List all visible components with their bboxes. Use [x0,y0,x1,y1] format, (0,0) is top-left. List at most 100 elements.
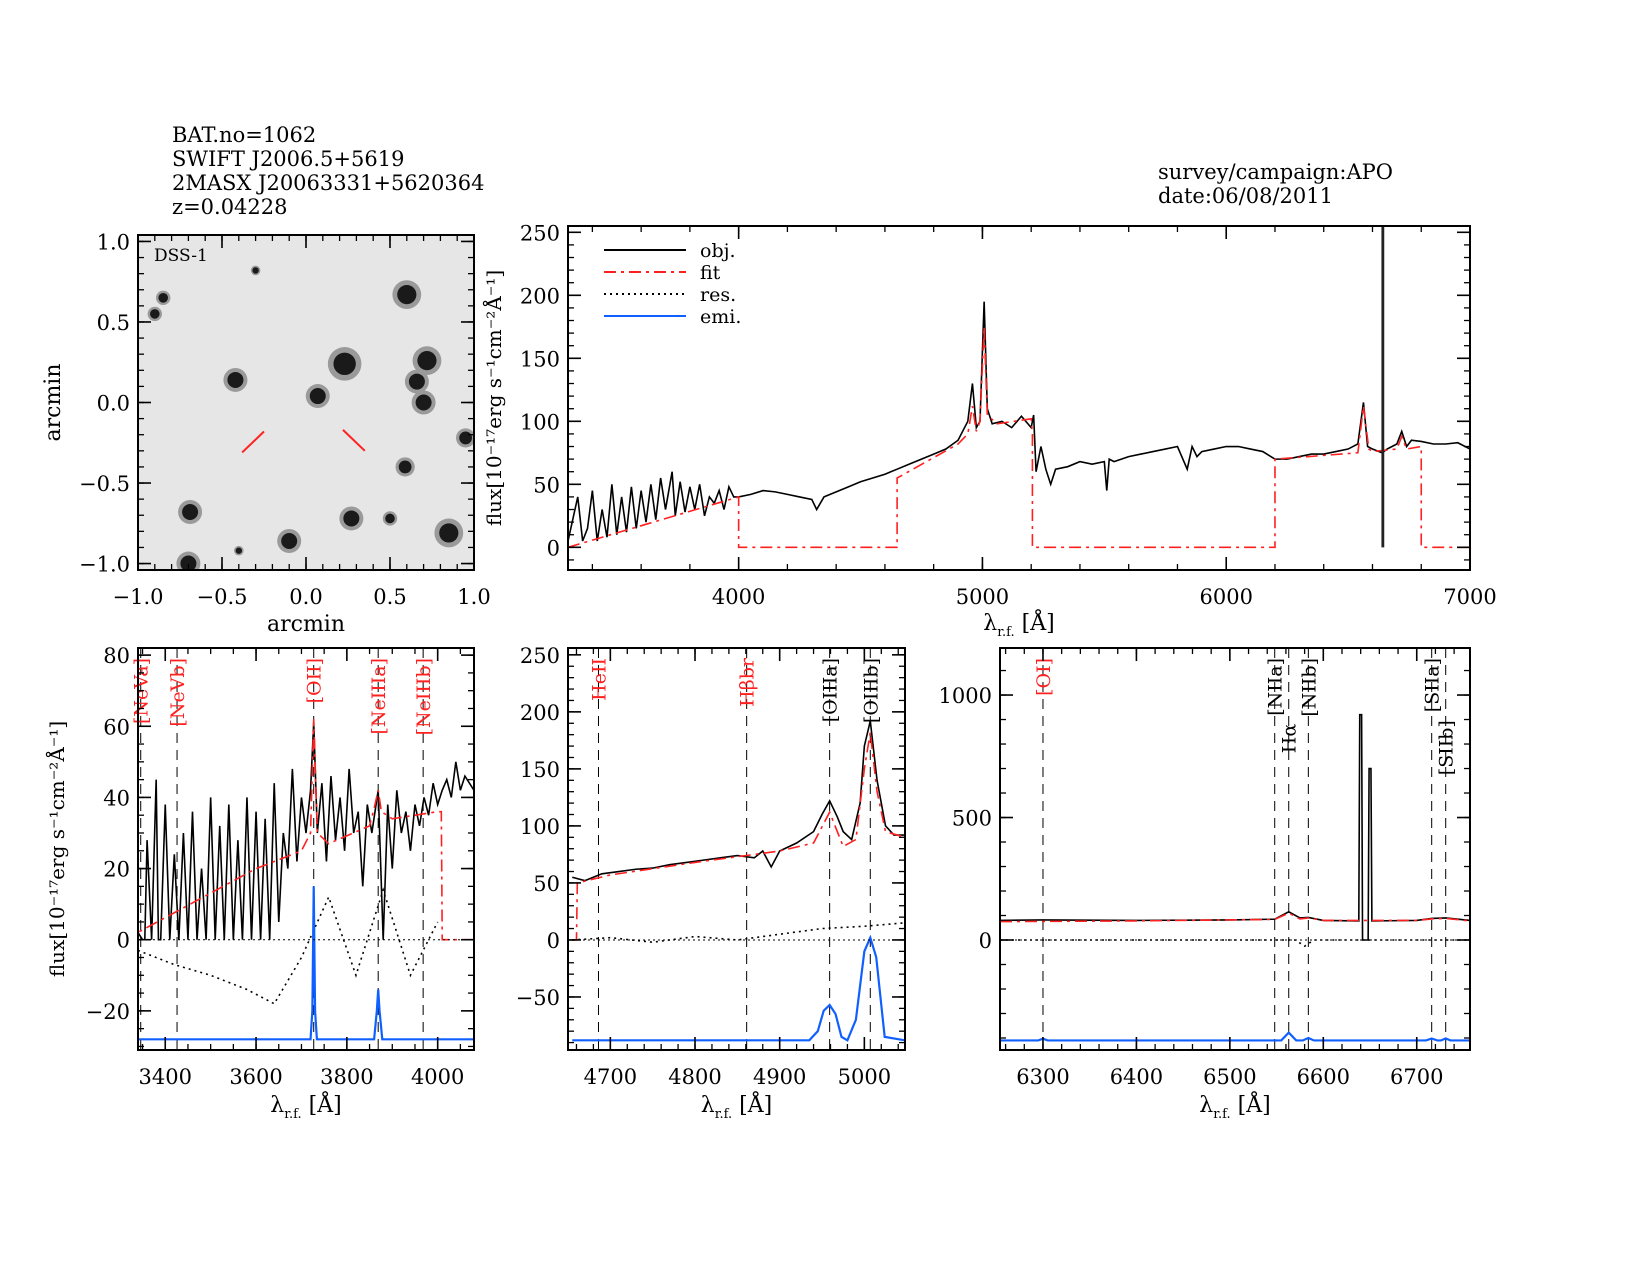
y-tick-label: 1000 [939,684,992,708]
x-tick-label: 3800 [320,1065,373,1089]
series-obj [572,720,905,882]
panel-main: 4000 5000 6000 7000 0 50 100 150 200 250 λr.f. [Å]… [481,221,1497,640]
plot-area [138,648,474,1050]
emission-line-label: [OII] [304,658,326,703]
lambda-symbol: λ [701,1093,715,1118]
y-tick-label: −0.5 [79,472,130,496]
star [180,555,197,570]
star [343,510,360,527]
x-tick-label: 4000 [712,585,765,609]
y-tick-label: 250 [520,221,560,245]
x-tick-label: −0.5 [197,585,248,609]
y-tick-label: 1.0 [97,230,130,254]
lambda-subscript: r.f. [997,625,1014,640]
y-tick-label: 0 [547,929,560,953]
lambda-symbol: λ [1199,1093,1213,1118]
twomass-name: 2MASX J20063331+5620364 [172,171,485,195]
star [417,351,437,371]
series-res [1000,939,1470,948]
emission-line-label: [OIIIa] [820,658,842,722]
bat-number: BAT.no=1062 [172,123,317,147]
series-res [138,887,439,1005]
y-axis-label: arcmin [41,363,66,441]
legend-label: emi. [700,306,741,328]
legend-label: res. [700,284,736,306]
y-tick-label: −20 [86,1000,130,1024]
star [408,373,425,390]
target-marker [342,429,366,452]
y-tick-label: 80 [103,644,130,668]
x-tick-label: 4900 [753,1065,806,1089]
x-tick-label: 1.0 [457,585,490,609]
x-tick-label: 3400 [139,1065,192,1089]
redshift: z=0.04228 [172,195,288,219]
plot-area [568,648,905,1050]
target-marker [241,430,265,454]
star [439,523,459,543]
y-tick-label: 200 [520,284,560,308]
legend-label: fit [700,262,721,284]
series-obj [568,301,1470,542]
y-tick-label: 0.0 [97,392,130,416]
star [385,513,395,524]
x-tick-label: 6300 [1016,1065,1069,1089]
lambda-unit: [Å] [1231,1090,1271,1118]
x-tick-label: 6500 [1203,1065,1256,1089]
plot-area [568,226,1470,549]
star [150,309,160,319]
y-tick-label: 50 [533,872,560,896]
star [415,394,432,411]
y-tick-label: 150 [520,347,560,371]
emission-line-label: [NIIa] [1265,658,1287,716]
lambda-subscript: r.f. [1213,1107,1230,1122]
lambda-unit: [Å] [1015,608,1055,636]
series-emi [138,886,474,1041]
series-obj-spike [1381,226,1385,548]
star [235,547,242,554]
image-survey-label: DSS-1 [154,246,208,266]
y-tick-label: 100 [520,815,560,839]
star [398,460,412,474]
y-tick-label: 100 [520,410,560,434]
plot-frame [567,647,906,1051]
observation-date: date:06/08/2011 [1158,184,1333,208]
x-axis-label: λr.f. [Å] [983,608,1054,640]
emission-line-label: [NIIb] [1298,658,1320,717]
series-emi [1000,1031,1470,1042]
survey-campaign: survey/campaign:APO [1158,160,1393,184]
x-tick-label: 6000 [1199,585,1252,609]
x-axis-label: arcmin [267,612,345,637]
emission-line-label: Hα [1279,724,1301,754]
lambda-unit: [Å] [732,1090,772,1118]
series-res [572,922,905,944]
plot-frame [999,647,1471,1051]
star [459,431,472,445]
panel-dss: DSS-1 −1.0 −0.5 0.0 0.5 1.0 −1.0 −0.5 0.0 0.5 1.0 a… [41,230,491,637]
lambda-symbol: λ [983,611,997,636]
emission-line-label: [NeIIIa] [368,658,390,735]
series-emi [572,934,905,1042]
x-tick-label: −1.0 [113,585,164,609]
emission-line-label: Hβbr [737,657,759,707]
series-fit [568,326,1470,549]
series-fit [1000,912,1470,923]
y-tick-label: −50 [516,986,560,1010]
y-tick-label: 0 [547,536,560,560]
y-tick-label: 200 [520,701,560,725]
lambda-symbol: λ [270,1093,284,1118]
lambda-subscript: r.f. [284,1107,301,1122]
emission-line-label: HeII [588,658,610,701]
x-tick-label: 6700 [1390,1065,1443,1089]
x-tick-label: 4700 [584,1065,637,1089]
x-tick-label: 0.5 [373,585,406,609]
y-tick-label: 0 [117,929,130,953]
plot-area [1000,648,1470,1050]
emission-line-label: [NeVb] [167,658,189,727]
emission-line-label: [OIIIb] [860,658,882,723]
star [281,533,298,550]
star [158,293,168,303]
panel-p2: HeII Hβbr [OIIIa] [OIIIb] 4700 4800 4900 5000 −5… [516,644,906,1122]
emission-line-label: [NeIIIb] [413,658,435,735]
x-axis-label: λr.f. [Å] [701,1090,772,1122]
